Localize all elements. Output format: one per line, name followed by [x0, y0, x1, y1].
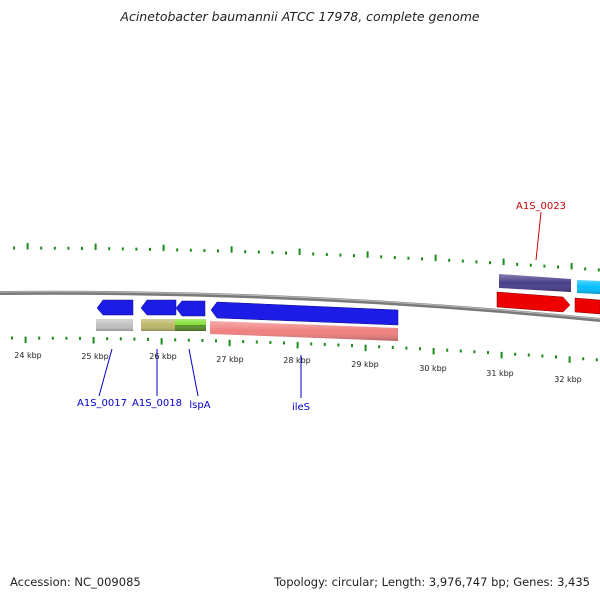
gene-label-A1S_0018[interactable]: A1S_0018 — [132, 398, 182, 409]
gene-arrow[interactable] — [140, 299, 177, 316]
axis-tick-label: 30 kbp — [419, 364, 447, 373]
axis-tick-label: 29 kbp — [351, 360, 379, 369]
gene-ileS[interactable] — [210, 301, 399, 341]
gene-arrow[interactable] — [175, 300, 206, 317]
map-title: Acinetobacter baumannii ATCC 17978, comp… — [120, 9, 480, 24]
gene-label-A1S_0017[interactable]: A1S_0017 — [77, 398, 127, 409]
axis-tick-label: 32 kbp — [554, 375, 582, 384]
accession-text: Accession: NC_009085 — [10, 575, 141, 589]
leader-line — [535, 211, 542, 261]
gene-A1S_0018[interactable] — [140, 299, 177, 331]
genome-summary-text: Topology: circular; Length: 3,976,747 bp… — [274, 575, 590, 589]
gc-tick-row-top — [13, 243, 600, 272]
gene-A1S_0017[interactable] — [96, 299, 134, 331]
leader-line — [98, 348, 113, 397]
genome-backbone — [0, 290, 600, 322]
leader-line — [188, 348, 199, 397]
gene-next[interactable] — [574, 280, 600, 315]
gc-tick-row-bottom — [11, 336, 598, 363]
gene-label-ileS[interactable]: ileS — [292, 402, 310, 413]
gene-arrow[interactable] — [574, 297, 600, 315]
gene-arrow[interactable] — [96, 299, 134, 316]
gene-lspA[interactable] — [175, 300, 206, 331]
gene-A1S_0023[interactable] — [496, 274, 571, 313]
axis-tick-label: 25 kbp — [81, 352, 109, 361]
axis-labels: 24 kbp 25 kbp 26 kbp 27 kbp 28 kbp 29 kbp 30 k… — [14, 351, 582, 384]
gene-label-lspA[interactable]: lspA — [189, 400, 210, 411]
axis-tick-label: 31 kbp — [486, 369, 514, 378]
axis-tick-label: 24 kbp — [14, 351, 42, 360]
gene-arrow[interactable] — [210, 301, 399, 326]
axis-tick-label: 28 kbp — [283, 356, 311, 365]
genome-backbone-highlight — [0, 291, 600, 320]
axis-tick-label: 26 kbp — [149, 352, 177, 361]
axis-tick-label: 27 kbp — [216, 355, 244, 364]
gene-label-A1S_0023[interactable]: A1S_0023 — [516, 201, 566, 212]
gene-arrow[interactable] — [496, 291, 571, 313]
